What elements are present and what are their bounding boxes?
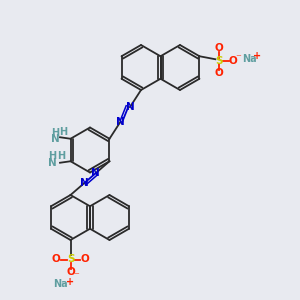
Text: H: H bbox=[58, 151, 66, 161]
Text: +: + bbox=[66, 277, 74, 287]
Text: O: O bbox=[52, 254, 61, 265]
Text: H: H bbox=[59, 127, 67, 137]
Text: H: H bbox=[49, 151, 57, 161]
Text: N: N bbox=[51, 134, 60, 144]
Text: N: N bbox=[116, 117, 125, 127]
Text: N: N bbox=[80, 178, 88, 188]
Text: O: O bbox=[229, 56, 238, 66]
Text: O: O bbox=[66, 267, 75, 277]
Text: ⁻: ⁻ bbox=[236, 53, 242, 63]
Text: N: N bbox=[126, 102, 134, 112]
Text: +: + bbox=[253, 51, 261, 61]
Text: Na: Na bbox=[242, 54, 256, 64]
Text: N: N bbox=[48, 158, 57, 168]
Text: S: S bbox=[67, 254, 74, 265]
Text: Na: Na bbox=[54, 279, 68, 289]
Text: O: O bbox=[80, 254, 89, 265]
Text: O: O bbox=[214, 68, 223, 78]
Text: N: N bbox=[92, 168, 100, 178]
Text: S: S bbox=[215, 56, 223, 66]
Text: O: O bbox=[214, 43, 223, 53]
Text: H: H bbox=[52, 128, 60, 138]
Text: ⁻: ⁻ bbox=[73, 271, 79, 281]
